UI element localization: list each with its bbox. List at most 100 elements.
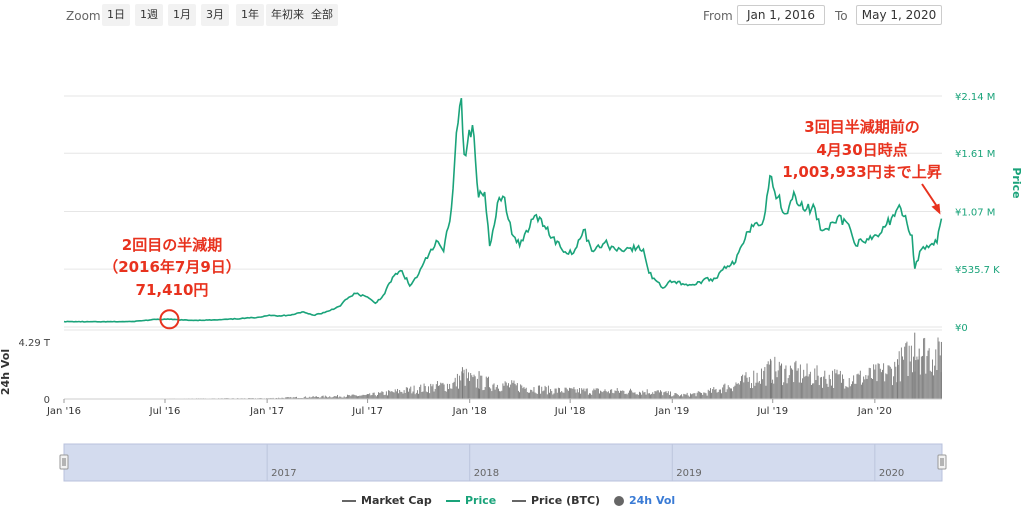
volume-bar — [348, 395, 350, 399]
volume-bar — [509, 387, 510, 399]
zoom-1y-button[interactable]: 1年 — [236, 4, 264, 26]
navigator-year-label: 2019 — [676, 468, 701, 479]
volume-bar — [557, 387, 559, 399]
volume-bar — [930, 371, 932, 399]
zoom-all-button[interactable]: 全部 — [306, 4, 338, 26]
volume-bar — [717, 391, 719, 399]
volume-bar — [812, 383, 814, 399]
volume-bar — [358, 395, 360, 399]
zoom-1d-button[interactable]: 1日 — [102, 4, 130, 26]
volume-bar — [806, 363, 808, 399]
volume-bar — [859, 370, 861, 399]
legend-price[interactable]: Price — [446, 494, 496, 507]
volume-bar — [567, 390, 569, 399]
volume-bar — [452, 382, 454, 399]
volume-bar — [894, 361, 896, 399]
navigator-year-label: 2020 — [879, 468, 904, 479]
volume-bar — [748, 377, 750, 399]
volume-bar — [448, 389, 449, 399]
volume-bar — [529, 392, 530, 399]
from-date-input[interactable] — [737, 5, 825, 25]
volume-bar — [334, 396, 336, 399]
volume-bar — [444, 390, 446, 399]
price-chart[interactable]: ¥0 ¥535.7 K ¥1.07 M ¥1.61 M ¥2.14 M Price 0 4… — [0, 0, 1024, 492]
volume-bar — [480, 375, 482, 399]
volume-bar — [593, 388, 595, 399]
volume-bar — [693, 393, 695, 399]
volume-bar — [344, 397, 346, 399]
volume-bar — [686, 392, 688, 399]
volume-bar — [387, 395, 388, 399]
navigator[interactable]: 2017 2018 2019 2020 — [59, 443, 947, 482]
volume-bar — [312, 395, 314, 399]
volume-bar — [828, 374, 830, 399]
volume-bar — [373, 392, 375, 399]
time-tick-label: Jul '16 — [149, 406, 181, 417]
volume-bar — [372, 392, 374, 399]
volume-bar — [309, 396, 311, 399]
legend-market-cap[interactable]: Market Cap — [342, 494, 432, 507]
volume-bar — [430, 383, 432, 399]
zoom-1w-button[interactable]: 1週 — [135, 4, 163, 26]
volume-bar — [489, 387, 491, 399]
volume-bar — [924, 337, 926, 399]
volume-bar — [388, 390, 390, 399]
volume-bar — [854, 383, 856, 399]
volume-bar — [412, 391, 414, 399]
volume-bar — [380, 392, 382, 399]
volume-bar — [899, 381, 901, 399]
volume-bar — [761, 368, 762, 399]
volume-bar — [908, 345, 910, 399]
volume-bar — [395, 391, 397, 399]
navigator-left-handle[interactable] — [59, 454, 69, 470]
volume-bar — [561, 391, 563, 399]
volume-bar — [700, 392, 701, 399]
volume-bar — [905, 343, 907, 399]
volume-bar — [829, 379, 831, 399]
volume-bar — [731, 388, 732, 399]
volume-bar — [927, 350, 929, 399]
volume-bar — [784, 368, 786, 399]
zoom-1m-button[interactable]: 1月 — [168, 4, 196, 26]
volume-bar — [850, 384, 852, 399]
volume-bar — [702, 394, 704, 399]
volume-bar — [472, 377, 474, 399]
navigator-window[interactable] — [63, 443, 943, 482]
navigator-right-handle[interactable] — [937, 454, 947, 470]
volume-bar — [551, 391, 553, 399]
volume-bar — [483, 389, 485, 399]
to-date-input[interactable] — [856, 5, 942, 25]
volume-bar — [843, 378, 845, 399]
volume-bar — [451, 388, 453, 399]
volume-bar — [582, 389, 584, 399]
volume-bar — [763, 370, 765, 399]
volume-bar — [695, 396, 697, 399]
volume-bar — [435, 384, 437, 399]
volume-bar — [488, 376, 489, 399]
volume-bar — [465, 368, 467, 399]
volume-bar — [727, 385, 729, 399]
legend-24h-vol[interactable]: 24h Vol — [614, 494, 675, 507]
volume-bar — [715, 388, 717, 399]
volume-bar — [698, 391, 700, 399]
volume-bar — [365, 394, 367, 399]
volume-bar — [667, 391, 669, 399]
volume-bar — [622, 390, 624, 399]
volume-spike — [897, 359, 899, 399]
volume-bar — [872, 378, 873, 399]
volume-bar — [355, 395, 357, 399]
volume-bar — [424, 386, 426, 399]
price-gridlines — [64, 95, 942, 328]
legend-price-btc[interactable]: Price (BTC) — [512, 494, 600, 507]
volume-bar — [337, 394, 338, 399]
volume-bar — [912, 372, 913, 399]
volume-bar — [519, 392, 520, 399]
volume-bar — [476, 378, 478, 399]
volume-bar — [604, 389, 606, 399]
zoom-ytd-button[interactable]: 年初来 — [266, 4, 309, 26]
volume-bar — [662, 395, 664, 399]
volume-bar — [473, 374, 475, 399]
zoom-3m-button[interactable]: 3月 — [201, 4, 229, 26]
volume-bar — [340, 396, 342, 399]
volume-bar — [826, 383, 828, 399]
